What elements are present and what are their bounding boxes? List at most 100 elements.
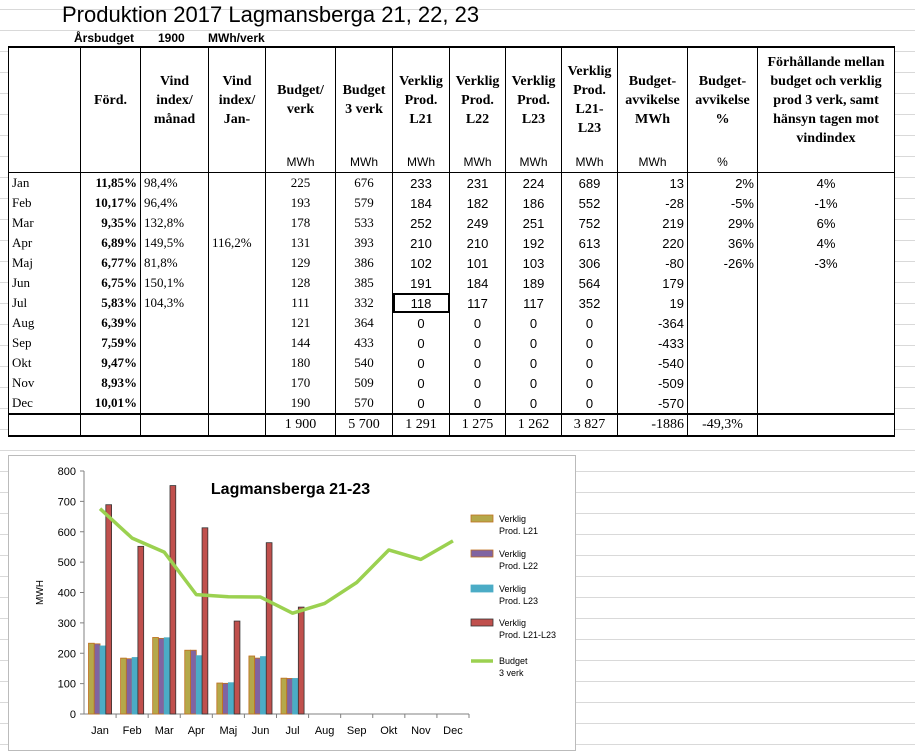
cell-bv[interactable]: 121	[265, 313, 336, 333]
cell-ford[interactable]: 6,77%	[80, 253, 141, 273]
cell-l22[interactable]: 210	[449, 233, 506, 253]
totals-empty-2[interactable]	[80, 413, 141, 437]
cell-ford[interactable]: 6,89%	[80, 233, 141, 253]
cell-forh[interactable]	[757, 293, 895, 313]
unit-cell-5[interactable]: MWh	[335, 152, 393, 173]
cell-bv[interactable]: 129	[265, 253, 336, 273]
unit-cell-1[interactable]	[80, 152, 141, 173]
unit-cell-9[interactable]: MWh	[561, 152, 618, 173]
cell-bv[interactable]: 131	[265, 233, 336, 253]
cell-vind[interactable]: 81,8%	[140, 253, 209, 273]
cell-vind[interactable]: 132,8%	[140, 213, 209, 233]
cell-forh[interactable]: 4%	[757, 172, 895, 193]
cell-l22[interactable]: 0	[449, 373, 506, 393]
cell-forh[interactable]	[757, 393, 895, 414]
col-header-12[interactable]: Förhållande mellan budget och verklig pr…	[757, 46, 895, 152]
cell-l21[interactable]: 0	[392, 333, 450, 353]
cell-b3[interactable]: 570	[335, 393, 393, 414]
cell-m[interactable]: Apr	[8, 233, 81, 253]
cell-l21[interactable]: 210	[392, 233, 450, 253]
cell-l22[interactable]: 249	[449, 213, 506, 233]
cell-m[interactable]: Jul	[8, 293, 81, 313]
cell-ford[interactable]: 7,59%	[80, 333, 141, 353]
cell-vind[interactable]: 96,4%	[140, 193, 209, 213]
cell-l22[interactable]: 0	[449, 313, 506, 333]
cell-avp[interactable]: 2%	[687, 172, 758, 193]
cell-vind[interactable]: 150,1%	[140, 273, 209, 293]
col-header-1[interactable]: Förd.	[80, 46, 141, 152]
unit-cell-0[interactable]	[8, 152, 81, 173]
cell-l22[interactable]: 0	[449, 333, 506, 353]
cell-ford[interactable]: 10,17%	[80, 193, 141, 213]
col-header-11[interactable]: Budget-avvikelse %	[687, 46, 758, 152]
cell-bv[interactable]: 111	[265, 293, 336, 313]
vind-index-jan[interactable]: 116,2%	[208, 172, 266, 313]
col-header-10[interactable]: Budget-avvikelse MWh	[617, 46, 688, 152]
cell-avp[interactable]: -26%	[687, 253, 758, 273]
cell-b3[interactable]: 676	[335, 172, 393, 193]
cell-l22[interactable]: 184	[449, 273, 506, 293]
cell-l23[interactable]: 0	[505, 353, 562, 373]
col-header-3[interactable]: Vind index/ Jan-	[208, 46, 266, 152]
totals-empty-3[interactable]	[140, 413, 209, 437]
cell-b3[interactable]: 579	[335, 193, 393, 213]
unit-cell-2[interactable]	[140, 152, 209, 173]
cell-l23[interactable]: 0	[505, 333, 562, 353]
cell-l21[interactable]: 118	[392, 293, 450, 313]
cell-l23[interactable]: 0	[505, 393, 562, 414]
cell-tot[interactable]: 0	[561, 353, 618, 373]
cell-b3[interactable]: 386	[335, 253, 393, 273]
cell-bv[interactable]: 144	[265, 333, 336, 353]
cell-avp[interactable]	[687, 273, 758, 293]
cell-l23[interactable]: 251	[505, 213, 562, 233]
cell-l21[interactable]: 184	[392, 193, 450, 213]
unit-cell-11[interactable]: %	[687, 152, 758, 173]
cell-m[interactable]: Sep	[8, 333, 81, 353]
total-avvikelse-pct[interactable]: -49,3%	[687, 413, 758, 437]
cell-avm[interactable]: -570	[617, 393, 688, 414]
total-budget-verk[interactable]: 1 900	[265, 413, 336, 437]
total-budget-3-verk[interactable]: 5 700	[335, 413, 393, 437]
cell-avm[interactable]: 219	[617, 213, 688, 233]
cell-vind[interactable]	[140, 353, 209, 373]
cell-forh[interactable]: 4%	[757, 233, 895, 253]
cell-tot[interactable]: 752	[561, 213, 618, 233]
cell-vind-jan[interactable]	[208, 313, 266, 333]
cell-vind-jan[interactable]	[208, 373, 266, 393]
cell-avp[interactable]	[687, 393, 758, 414]
total-l21[interactable]: 1 291	[392, 413, 450, 437]
cell-m[interactable]: Jun	[8, 273, 81, 293]
cell-l22[interactable]: 0	[449, 393, 506, 414]
total-l22[interactable]: 1 275	[449, 413, 506, 437]
totals-empty-1[interactable]	[8, 413, 81, 437]
cell-m[interactable]: Aug	[8, 313, 81, 333]
unit-cell-12[interactable]	[757, 152, 895, 173]
cell-ford[interactable]: 9,47%	[80, 353, 141, 373]
cell-l21[interactable]: 0	[392, 373, 450, 393]
col-header-7[interactable]: Verklig Prod. L22	[449, 46, 506, 152]
totals-empty-4[interactable]	[208, 413, 266, 437]
cell-forh[interactable]	[757, 313, 895, 333]
cell-ford[interactable]: 9,35%	[80, 213, 141, 233]
cell-forh[interactable]	[757, 273, 895, 293]
cell-m[interactable]: Dec	[8, 393, 81, 414]
cell-b3[interactable]: 332	[335, 293, 393, 313]
unit-cell-4[interactable]: MWh	[265, 152, 336, 173]
cell-vind[interactable]: 98,4%	[140, 172, 209, 193]
cell-l22[interactable]: 231	[449, 172, 506, 193]
cell-b3[interactable]: 540	[335, 353, 393, 373]
unit-cell-6[interactable]: MWh	[392, 152, 450, 173]
cell-l21[interactable]: 252	[392, 213, 450, 233]
cell-tot[interactable]: 689	[561, 172, 618, 193]
cell-b3[interactable]: 509	[335, 373, 393, 393]
cell-tot[interactable]: 0	[561, 393, 618, 414]
cell-avm[interactable]: -80	[617, 253, 688, 273]
cell-l22[interactable]: 182	[449, 193, 506, 213]
col-header-6[interactable]: Verklig Prod. L21	[392, 46, 450, 152]
cell-tot[interactable]: 352	[561, 293, 618, 313]
cell-l23[interactable]: 192	[505, 233, 562, 253]
cell-l22[interactable]: 0	[449, 353, 506, 373]
cell-l23[interactable]: 186	[505, 193, 562, 213]
cell-b3[interactable]: 533	[335, 213, 393, 233]
total-l21-l23[interactable]: 3 827	[561, 413, 618, 437]
